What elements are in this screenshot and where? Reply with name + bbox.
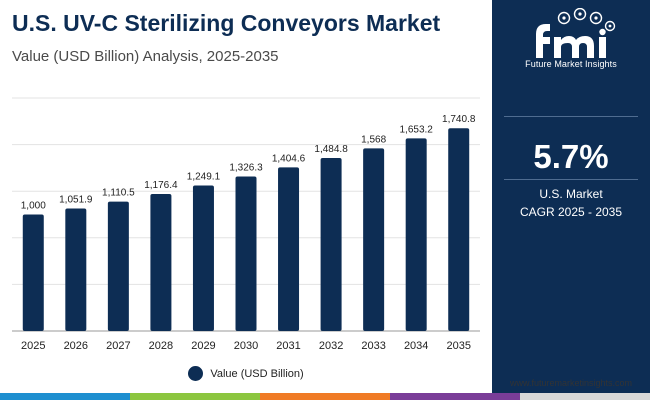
bar xyxy=(320,158,342,331)
bar xyxy=(405,138,427,331)
chart-subtitle: Value (USD Billion) Analysis, 2025-2035 xyxy=(12,48,279,65)
x-tick-label: 2025 xyxy=(21,340,45,352)
bar-value-label: 1,653.2 xyxy=(399,124,433,135)
bar-chart: 1,000 2025 1,051.9 2026 1,110.5 2027 1,176.4 20… xyxy=(12,97,480,352)
bar-value-label: 1,000 xyxy=(21,201,46,212)
chart-legend: Value (USD Billion) xyxy=(0,366,492,381)
bar-value-label: 1,110.5 xyxy=(102,188,135,199)
x-tick-label: 2033 xyxy=(361,340,385,352)
bar-value-label: 1,568 xyxy=(361,134,386,145)
x-tick-label: 2035 xyxy=(446,340,470,352)
bar-value-label: 1,249.1 xyxy=(187,171,221,182)
sidebar-panel: Future Market Insights 5.7% U.S. Market … xyxy=(492,0,650,393)
legend-label: Value (USD Billion) xyxy=(210,367,304,380)
x-tick-label: 2030 xyxy=(234,340,258,352)
x-tick-label: 2034 xyxy=(404,340,428,352)
bar xyxy=(278,167,300,331)
footer-stripe-segment xyxy=(260,393,390,400)
footer-stripe-segment xyxy=(130,393,260,400)
brand-name: Future Market Insights xyxy=(525,59,617,69)
bar xyxy=(192,185,214,331)
sidebar-divider-middle xyxy=(504,179,638,180)
bar-value-label: 1,176.4 xyxy=(144,180,178,191)
footer-color-stripe xyxy=(0,393,650,400)
x-tick-label: 2026 xyxy=(64,340,88,352)
footer-stripe-segment xyxy=(520,393,650,400)
bar xyxy=(65,208,87,331)
bar xyxy=(448,128,470,331)
sidebar-divider-top xyxy=(504,116,638,117)
cagr-label-period: CAGR 2025 - 2035 xyxy=(519,205,623,219)
bar-value-label: 1,484.8 xyxy=(314,144,348,155)
x-tick-label: 2032 xyxy=(319,340,343,352)
bar xyxy=(235,176,257,331)
footer-stripe-segment xyxy=(0,393,130,400)
bar-value-label: 1,051.9 xyxy=(59,194,93,205)
legend-swatch xyxy=(188,366,204,381)
x-tick-label: 2028 xyxy=(149,340,173,352)
fmi-logo-icon xyxy=(536,8,616,58)
bar-value-label: 1,740.8 xyxy=(442,114,476,125)
x-tick-label: 2029 xyxy=(191,340,215,352)
bar-value-label: 1,326.3 xyxy=(229,162,263,173)
bar-chart-svg: 1,000 2025 1,051.9 2026 1,110.5 2027 1,176.4 20… xyxy=(12,97,480,352)
cagr-label-market: U.S. Market xyxy=(539,187,603,201)
footer-stripe-segment xyxy=(390,393,520,400)
bar xyxy=(150,193,172,331)
bar xyxy=(22,214,44,331)
website-url[interactable]: www.futuremarketinsights.com xyxy=(509,378,633,388)
x-tick-label: 2031 xyxy=(276,340,300,352)
cagr-value: 5.7% xyxy=(533,138,609,175)
bar xyxy=(107,201,129,331)
chart-title: U.S. UV-C Sterilizing Conveyors Market xyxy=(12,10,441,36)
bar-value-label: 1,404.6 xyxy=(272,153,306,164)
bar xyxy=(363,148,385,331)
x-tick-label: 2027 xyxy=(106,340,130,352)
